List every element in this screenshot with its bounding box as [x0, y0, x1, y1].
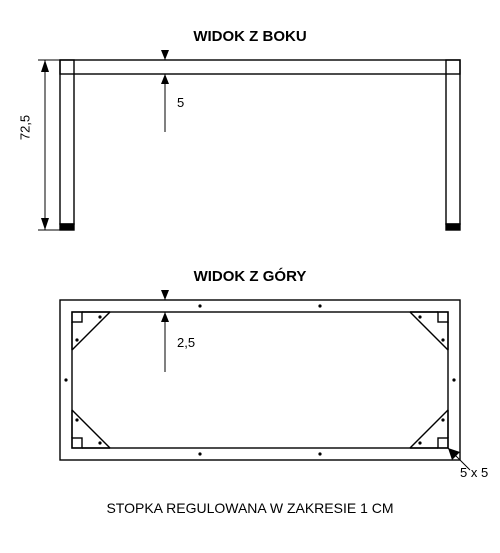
dim-inner-label: 2,5 — [177, 335, 195, 350]
dim-height-label: 72,5 — [18, 113, 33, 143]
footer-note: STOPKA REGULOWANA W ZAKRESIE 1 CM — [0, 500, 500, 516]
drawing-geometry — [0, 0, 500, 553]
dim-rail-label: 5 — [177, 95, 184, 110]
technical-drawing: WIDOK Z BOKU WIDOK Z GÓRY — [0, 0, 500, 553]
corner-note-label: 5 x 5 — [460, 465, 488, 480]
